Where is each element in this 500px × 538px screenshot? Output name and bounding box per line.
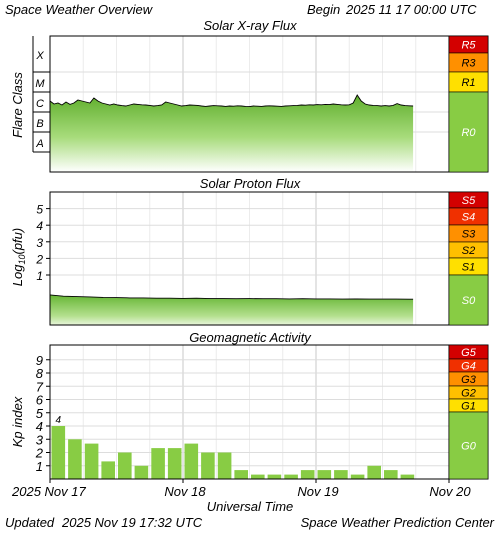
- xray-class-label-b: B: [36, 118, 43, 130]
- x-tick-0: 2025 Nov 17: [11, 484, 86, 499]
- kp-bar: [334, 470, 348, 479]
- geomag-ytick-label: 8: [36, 366, 44, 381]
- xray-class-label-m: M: [35, 78, 45, 90]
- kp-bar: [151, 448, 165, 479]
- kp-bar: [184, 443, 199, 479]
- x-axis-label: Universal Time: [207, 499, 294, 514]
- geomag-ytick-label: 3: [36, 432, 44, 447]
- kp-bar: [267, 474, 282, 479]
- geomag-scale-label-g2: G2: [461, 388, 476, 400]
- geomag-ytick-label: 9: [36, 353, 43, 368]
- kp-bar: [217, 452, 232, 479]
- kp-bar: [134, 465, 149, 480]
- xray-class-label-c: C: [36, 98, 44, 110]
- kp-bar: [51, 426, 66, 479]
- x-tick-3: Nov 20: [429, 484, 471, 499]
- kp-bar: [367, 465, 381, 480]
- geomag-title: Geomagnetic Activity: [189, 330, 312, 345]
- proton-ytick-label: 2: [35, 252, 43, 266]
- xray-ylabel: Flare Class: [10, 72, 25, 138]
- proton-scale-s0: [448, 274, 489, 326]
- proton-flux-line: [49, 294, 414, 300]
- geomag-scale-label-g5: G5: [461, 347, 477, 359]
- x-tick-2: Nov 19: [297, 484, 338, 499]
- proton-scale-label-s5: S5: [462, 195, 476, 207]
- xray-scale-label-r0: R0: [461, 127, 476, 139]
- xray-scale-label-r1: R1: [461, 77, 475, 89]
- x-tick-1: Nov 18: [164, 484, 206, 499]
- app-title: Space Weather Overview: [5, 2, 154, 17]
- proton-scale-label-s3: S3: [462, 229, 476, 241]
- proton-ytick-label: 3: [36, 236, 43, 250]
- geomag-scale-label-g4: G4: [461, 361, 476, 373]
- geomag-scale-label-g0: G0: [461, 441, 477, 453]
- kp-bar: [68, 439, 82, 480]
- kp-bar: [201, 452, 215, 479]
- xray-flux-line: [49, 94, 414, 108]
- updated-label: Updated: [5, 515, 55, 530]
- proton-ytick-label: 4: [36, 219, 43, 233]
- geomag-ylabel: Kp index: [10, 396, 25, 447]
- kp-bar-label: 4: [56, 415, 62, 426]
- geomag-scale-label-g3: G3: [461, 374, 477, 386]
- geomag-ytick-label: 1: [36, 459, 43, 474]
- prediction-center-label: Space Weather Prediction Center: [301, 515, 495, 530]
- updated-date: 2025 Nov 19 17:32 UTC: [61, 515, 203, 530]
- kp-bar: [234, 470, 248, 479]
- proton-scale-label-s0: S0: [462, 295, 476, 307]
- proton-flux-fill: [50, 294, 414, 325]
- kp-bar: [350, 474, 365, 479]
- kp-bar: [101, 461, 115, 479]
- kp-bar: [167, 448, 182, 479]
- xray-scale-label-r5: R5: [461, 40, 476, 52]
- proton-scale-label-s2: S2: [462, 245, 475, 257]
- begin-label: Begin: [307, 2, 340, 17]
- xray-scale-r0: [448, 91, 489, 173]
- kp-bar: [251, 474, 265, 479]
- geomag-ytick-label: 6: [36, 393, 44, 408]
- geomag-ytick-label: 7: [36, 379, 44, 394]
- geomag-ytick-label: 2: [35, 446, 44, 461]
- xray-class-label-a: A: [35, 138, 43, 150]
- kp-bar: [118, 452, 132, 479]
- proton-ylabel: Log10(pfu): [10, 228, 27, 286]
- kp-bar: [300, 470, 315, 479]
- kp-bar: [384, 470, 398, 479]
- xray-scale-label-r3: R3: [461, 58, 476, 70]
- geomag-ytick-label: 5: [36, 406, 44, 421]
- kp-bar: [400, 474, 415, 479]
- geomag-scale-label-g1: G1: [461, 401, 476, 413]
- xray-class-label-x: X: [35, 50, 44, 62]
- proton-ytick-label: 1: [36, 269, 43, 283]
- kp-bar: [317, 470, 332, 479]
- kp-bar: [84, 443, 99, 479]
- proton-scale-label-s4: S4: [462, 212, 475, 224]
- xray-title: Solar X-ray Flux: [203, 18, 297, 33]
- kp-bar: [284, 474, 298, 479]
- geomag-ytick-label: 4: [36, 419, 43, 434]
- geomag-scale-g0: [448, 411, 489, 480]
- proton-ytick-label: 5: [36, 203, 43, 217]
- proton-scale-label-s1: S1: [462, 262, 475, 274]
- chart-panels: ABCMXR5R3R1R012345S5S4S3S2S1S01234567894…: [32, 35, 489, 483]
- proton-title: Solar Proton Flux: [200, 176, 301, 191]
- begin-date: 2025 11 17 00:00 UTC: [345, 2, 477, 17]
- xray-flux-fill: [50, 95, 414, 172]
